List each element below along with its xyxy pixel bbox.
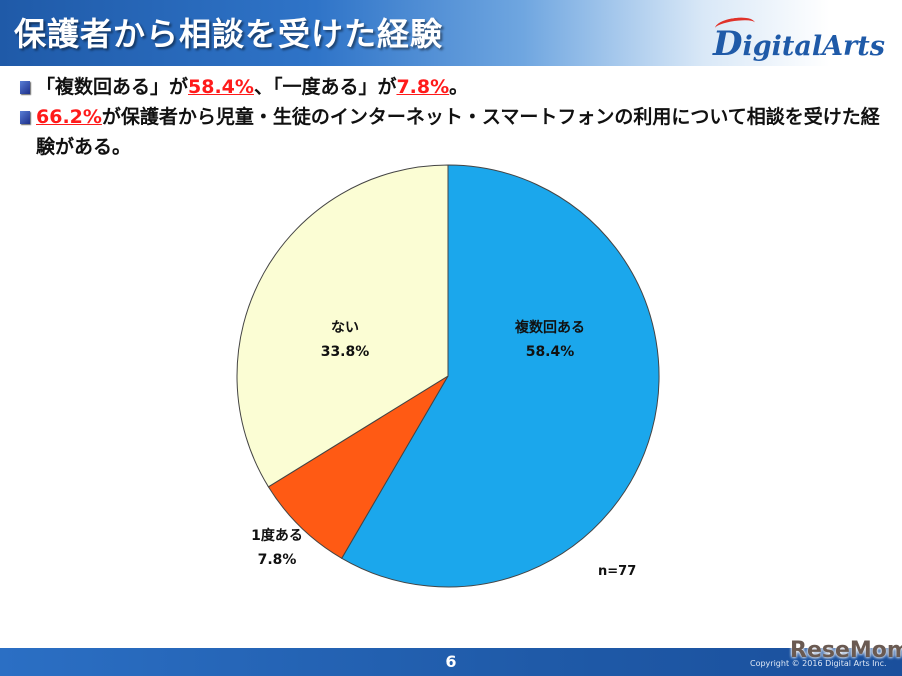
pie-slice [267,375,449,559]
slice-value-label: 33.8% [321,344,370,360]
copyright-text: Copyright © 2016 Digital Arts Inc. [750,659,887,668]
bullet-text: 、「一度ある」が [253,76,397,98]
page-title: 保護者から相談を受けた経験 [14,15,444,53]
sample-size-annotation: n=77 [598,564,636,579]
digital-arts-logo: DigitalArts [713,24,885,64]
resemom-watermark: ReseMom [790,638,902,663]
pie-slice [236,164,449,488]
pie-slice [341,164,660,588]
bullet-square-icon [20,81,30,94]
bullet-text: 。 [449,76,469,98]
header-bar: 保護者から相談を受けた経験 DigitalArts [0,0,902,66]
bullet-square-icon [20,111,30,124]
page-number: 6 [445,652,457,671]
bullet-text: 「複数回ある」が [36,76,189,98]
bullet-item-1: 「複数回ある」が58.4%、「一度ある」が7.8%。 [20,72,890,102]
bullet-text: が保護者から児童・生徒のインターネット・スマートフォンの利用について相談を受けた… [36,106,880,158]
footer-bar: 6 Copyright © 2016 Digital Arts Inc. [0,648,902,676]
slice-value-label: 7.8% [258,552,297,568]
slice-value-label: 58.4% [526,344,575,360]
highlight-value: 58.4% [188,76,254,98]
bullet-list: 「複数回ある」が58.4%、「一度ある」が7.8%。 66.2%が保護者から児童… [20,72,890,162]
slice-label: ない [331,320,359,336]
highlight-value: 66.2% [36,106,102,128]
slice-label: 複数回ある [514,319,585,336]
highlight-value: 7.8% [396,76,450,98]
bullet-item-2: 66.2%が保護者から児童・生徒のインターネット・スマートフォンの利用について相… [20,102,890,162]
slice-label: 1度ある [251,527,303,544]
